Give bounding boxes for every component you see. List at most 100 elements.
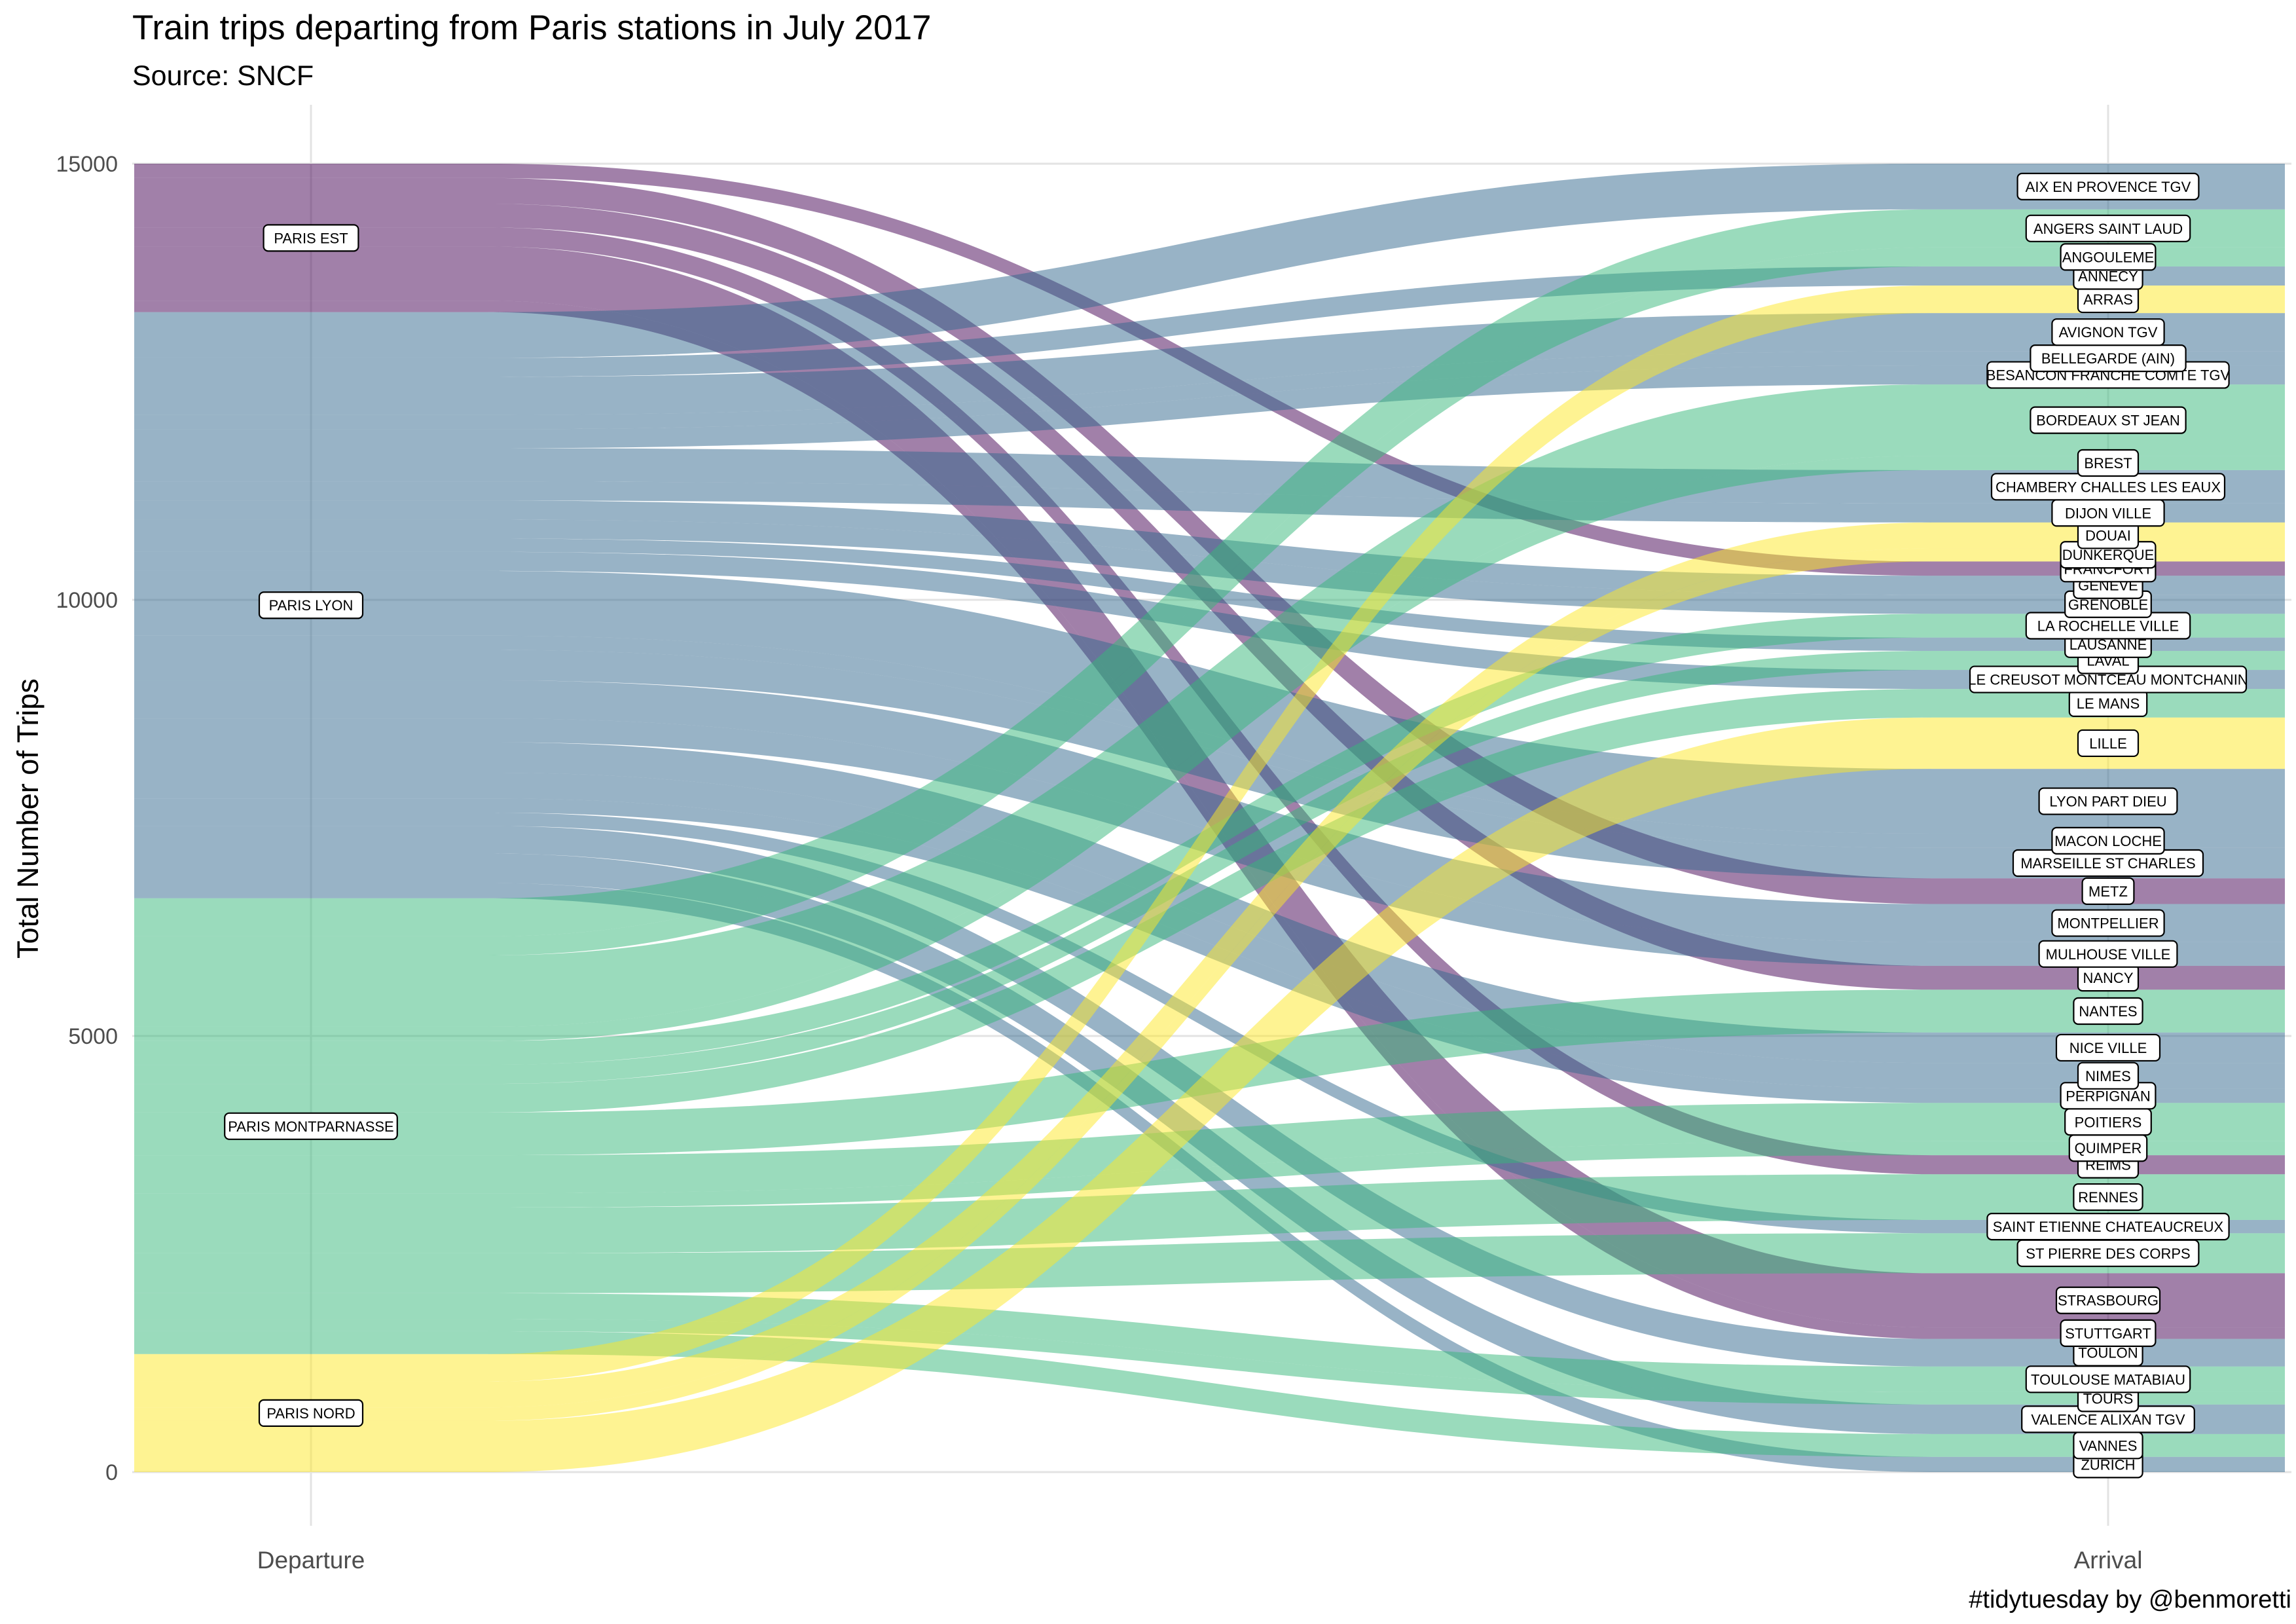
arrival-label-le-mans: LE MANS (2068, 689, 2148, 718)
label-text: POITIERS (2075, 1114, 2142, 1130)
flow-paris-montparnasse-to-quimper (488, 1141, 1931, 1208)
x-tick-label: Departure (257, 1547, 365, 1574)
label-text: LE CREUSOT MONTCEAU MONTCHANIN (1968, 672, 2248, 688)
label-box (2030, 406, 2187, 434)
flow-paris-nord-to-dunkerque (488, 548, 1931, 1421)
arrival-label-angers-saint-laud: ANGERS SAINT LAUD (2025, 214, 2191, 242)
label-box (2055, 1033, 2161, 1062)
arrival-label-lyon-part-dieu: LYON PART DIEU (2038, 787, 2178, 815)
arrival-label-le-creusot-montceau-montchanin: LE CREUSOT MONTCEAU MONTCHANIN (1968, 665, 2248, 693)
arrival-label-quimper: QUIMPER (2068, 1134, 2148, 1162)
arrival-label-angouleme: ANGOULEME (2060, 243, 2157, 271)
label-text: MACON LOCHE (2054, 833, 2162, 849)
label-text: VALENCE ALIXAN TGV (2031, 1411, 2185, 1428)
flow-paris-montparnasse-to-angers-saint-laud (488, 209, 1931, 936)
label-box (263, 224, 359, 252)
y-tick-label: 0 (105, 1460, 118, 1485)
arrival-label-macon-loche: MACON LOCHE (2051, 826, 2165, 855)
label-text: DUNKERQUE (2062, 547, 2155, 563)
arrival-label-toulouse-matabiau: TOULOUSE MATABIAU (2025, 1365, 2191, 1393)
label-box (2077, 449, 2140, 477)
flow-paris-montparnasse-to-le-mans (488, 689, 1931, 1113)
departure-segment (134, 898, 488, 936)
arrival-label-poitiers: POITIERS (2064, 1108, 2152, 1136)
arrival-label-bellegarde-ain: BELLEGARDE (AIN) (2030, 344, 2187, 373)
label-box (258, 1399, 364, 1428)
departure-segment (134, 177, 488, 204)
arrival-label-montpellier: MONTPELLIER (2051, 909, 2165, 937)
departure-segment (134, 718, 488, 743)
arrival-label-valence-alixan-tgv: VALENCE ALIXAN TGV (2021, 1405, 2195, 1433)
label-box (2073, 1183, 2143, 1211)
label-text: AVIGNON TGV (2059, 324, 2158, 341)
label-box (2051, 909, 2165, 937)
arrival-label-avignon-tgv: AVIGNON TGV (2051, 318, 2165, 346)
departure-segment (134, 246, 488, 301)
arrival-label-vannes: VANNES (2073, 1431, 2143, 1460)
arrival-label-stuttgart: STUTTGART (2060, 1319, 2157, 1347)
departure-segment (134, 1193, 488, 1208)
flow-paris-lyon-to-saint-etienne-chateaucreux (488, 813, 1931, 1234)
departure-segment (134, 358, 488, 377)
flow-paris-montparnasse-to-poitiers (488, 1103, 1931, 1194)
departure-segment (134, 772, 488, 799)
departure-segment (134, 798, 488, 813)
departure-segment (134, 826, 488, 854)
arrival-label-brest: BREST (2077, 449, 2140, 477)
arrival-label-strasbourg: STRASBOURG (2055, 1286, 2161, 1314)
departure-segment (134, 312, 488, 358)
flow-layer (488, 164, 1931, 1472)
departure-segment (134, 551, 488, 571)
label-text: MARSEILLE ST CHARLES (2020, 855, 2195, 872)
flow-paris-lyon-to-bellegarde-ain (488, 351, 1931, 430)
label-text: NIMES (2085, 1068, 2131, 1084)
flow-paris-lyon-to-geneve (488, 500, 1931, 595)
label-text: METZ (2088, 883, 2128, 900)
departure-segment (134, 164, 488, 178)
departure-segment (134, 883, 488, 898)
flow-paris-lyon-to-nimes (488, 772, 1931, 1089)
arrival-label-aix-en-provence-tgv: AIX EN PROVENCE TGV (2016, 172, 2200, 200)
flow-paris-montparnasse-to-st-pierre-des-corps (488, 1233, 1931, 1293)
flow-paris-lyon-to-montpellier (488, 680, 1931, 942)
departure-segment (134, 635, 488, 650)
departure-segment (134, 415, 488, 430)
departure-label-paris-lyon: PARIS LYON (258, 591, 364, 619)
departure-segment (134, 204, 488, 228)
label-text: MONTPELLIER (2057, 915, 2159, 932)
flow-paris-montparnasse-to-brest (488, 456, 1931, 1041)
arrival-label-chambery-challes-les-eaux: CHAMBERY CHALLES LES EAUX (1990, 473, 2226, 501)
label-layer: PARIS NORD PARIS MONTPARNASSE PARIS LYON PA… (224, 172, 2248, 1479)
flow-paris-montparnasse-to-laval (488, 650, 1931, 1084)
label-text: RENNES (2078, 1189, 2138, 1206)
label-text: PARIS LYON (269, 597, 354, 614)
label-box (2038, 787, 2178, 815)
arrival-label-st-pierre-des-corps: ST PIERRE DES CORPS (2016, 1239, 2200, 1267)
arrival-label-saint-etienne-chateaucreux: SAINT ETIENNE CHATEAUCREUX (1986, 1213, 2230, 1241)
label-box (1986, 1213, 2230, 1241)
arrival-label-rennes: RENNES (2073, 1183, 2143, 1211)
departure-segment (134, 1253, 488, 1293)
departure-segment (134, 813, 488, 826)
flow-paris-est-to-strasbourg (488, 246, 1931, 1328)
departure-segment (134, 853, 488, 883)
departure-segment (134, 1041, 488, 1065)
flow-paris-montparnasse-to-tours (488, 1319, 1931, 1405)
label-text: GRENOBLE (2068, 597, 2148, 613)
label-text: DOUAI (2085, 527, 2131, 544)
flow-paris-nord-to-arras (488, 285, 1931, 1382)
departure-label-paris-est: PARIS EST (263, 224, 359, 252)
flow-paris-lyon-to-le-creusot-montceau-montchanin (488, 551, 1931, 690)
label-text: BELLEGARDE (AIN) (2041, 350, 2175, 367)
arrival-label-lille: LILLE (2077, 729, 2140, 758)
chart-subtitle: Source: SNCF (132, 60, 314, 92)
departure-segment (134, 1065, 488, 1084)
label-text: ANGERS SAINT LAUD (2033, 221, 2183, 237)
departure-segment (134, 301, 488, 312)
label-box (2016, 172, 2200, 200)
label-box (2077, 729, 2140, 758)
departure-segment (134, 1319, 488, 1331)
departure-segment (134, 680, 488, 719)
y-tick-label: 15000 (56, 152, 118, 177)
